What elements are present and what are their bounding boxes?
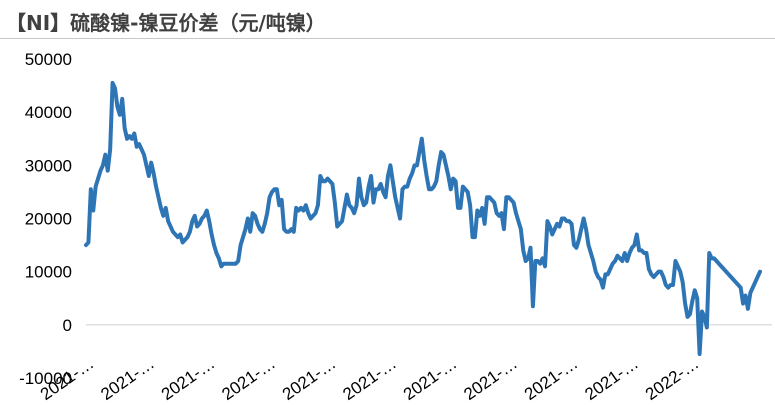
chart-title: 【NI】硫酸镍-镍豆价差（元/吨镍）	[6, 11, 326, 35]
x-tick-label: 2022-…	[642, 354, 702, 404]
series-group	[84, 80, 762, 357]
y-tick-label: 10000	[25, 263, 72, 282]
x-tick-label: 2021-…	[218, 354, 278, 404]
x-tick-label: 2021-…	[521, 354, 581, 404]
y-tick-label: 30000	[25, 156, 72, 175]
y-tick-label: 0	[63, 316, 72, 335]
x-axis: 2021-… 2021-… 2021-… 2021-… 2021-… 2021-… 2021…	[37, 354, 702, 404]
y-tick-label: 40000	[25, 103, 72, 122]
x-tick-label: 2021-…	[400, 354, 460, 404]
series-line	[84, 80, 762, 357]
x-tick-label: 2021-…	[460, 354, 520, 404]
x-tick-label: 2021-…	[339, 354, 399, 404]
y-tick-label: 20000	[25, 210, 72, 229]
y-axis: 50000 40000 30000 20000 10000 0 -10000	[19, 50, 72, 388]
y-tick-label: -10000	[19, 369, 72, 388]
x-tick-label: 2021-…	[97, 354, 157, 404]
y-tick-label: 50000	[25, 50, 72, 69]
title-bar: 【NI】硫酸镍-镍豆价差（元/吨镍）	[0, 0, 775, 39]
x-tick-label: 2021-…	[279, 354, 339, 404]
x-tick-label: 2021-…	[158, 354, 218, 404]
x-tick-label: 2021-…	[581, 354, 641, 404]
